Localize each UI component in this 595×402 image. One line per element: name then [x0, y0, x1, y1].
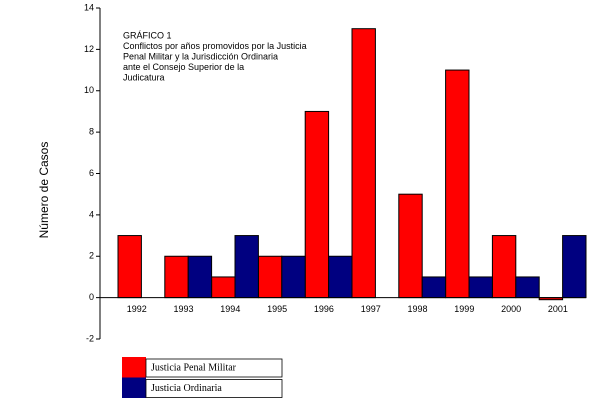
y-tick-label: 14: [84, 2, 94, 12]
bar: [351, 28, 376, 299]
bar: [515, 276, 540, 299]
y-tick-label: 6: [89, 168, 94, 178]
legend-swatch: [122, 377, 146, 398]
y-tick-label: 4: [89, 209, 94, 219]
y-tick-label: 10: [84, 85, 94, 95]
bar: [234, 235, 259, 299]
bar: [304, 110, 330, 299]
bar: [562, 235, 587, 299]
bar: [491, 235, 517, 299]
bar: [328, 255, 353, 299]
bar: [164, 255, 189, 299]
legend-box: [145, 358, 283, 378]
x-tick-label: 2000: [501, 304, 521, 314]
x-tick-label: 1994: [220, 304, 240, 314]
x-tick-label: 1995: [267, 304, 287, 314]
x-tick-label: 1996: [314, 304, 334, 314]
bar: [445, 69, 470, 299]
bar: [187, 255, 213, 299]
x-tick-label: 1993: [174, 304, 194, 314]
annotation: Judicatura: [123, 72, 165, 82]
legend-label: Justicia Penal Militar: [151, 362, 237, 373]
x-tick-label: 2001: [548, 304, 568, 314]
legend-label: Justicia Ordinaria: [151, 383, 222, 394]
x-tick-label: 1997: [361, 304, 381, 314]
y-axis-title: Número de Casos: [37, 142, 51, 239]
x-tick-label: 1992: [127, 304, 147, 314]
legend-swatch: [122, 357, 146, 378]
bar: [281, 255, 306, 299]
bar: [398, 193, 423, 299]
y-tick-label: -2: [86, 333, 94, 343]
annotation: GRÁFICO 1: [123, 30, 172, 40]
bar: [257, 255, 283, 299]
y-tick-label: 12: [84, 44, 94, 54]
bar: [421, 276, 447, 299]
y-tick-label: 2: [89, 251, 94, 261]
annotation: Conflictos por años promovidos por la Ju…: [123, 41, 307, 51]
x-tick-label: 1998: [408, 304, 428, 314]
annotation: ante el Consejo Superior de la: [123, 62, 244, 72]
bar: [211, 276, 236, 299]
y-tick-label: 0: [89, 292, 94, 302]
y-tick-label: 8: [89, 127, 94, 137]
bar: [117, 235, 142, 299]
annotation: Penal Militar y la Jurisdicción Ordinari…: [123, 51, 278, 61]
legend-box: [145, 379, 283, 398]
x-tick-label: 1999: [454, 304, 474, 314]
bar: [468, 276, 493, 299]
